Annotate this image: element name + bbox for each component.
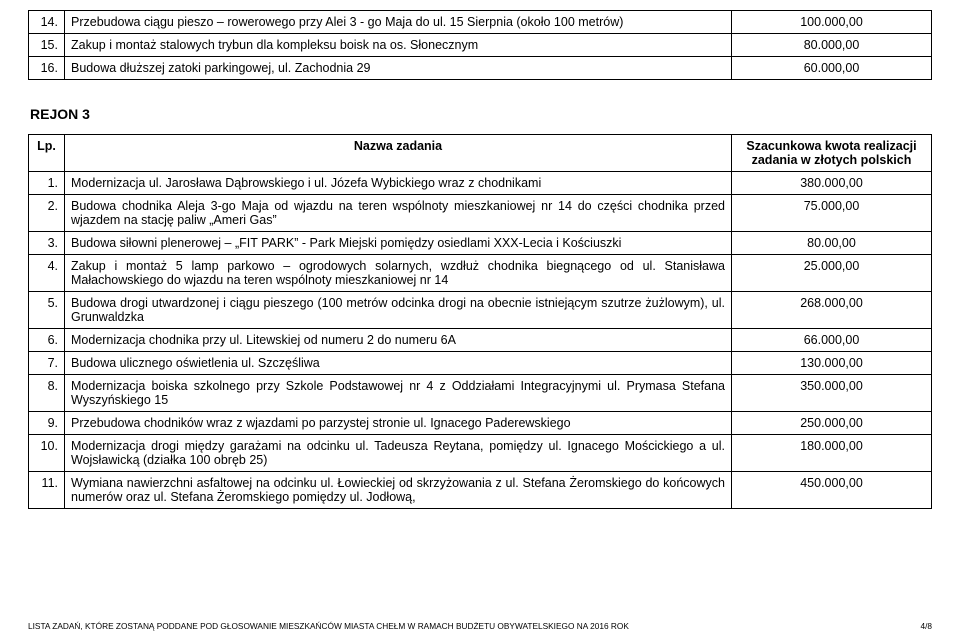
cell-value: 250.000,00: [732, 412, 932, 435]
page-footer: LISTA ZADAŃ, KTÓRE ZOSTANĄ PODDANE POD G…: [28, 621, 932, 631]
table-row: 4.Zakup i montaż 5 lamp parkowo – ogrodo…: [29, 255, 932, 292]
cell-lp: 6.: [29, 329, 65, 352]
cell-lp: 16.: [29, 57, 65, 80]
section-heading: REJON 3: [30, 106, 932, 122]
cell-value: 380.000,00: [732, 172, 932, 195]
cell-lp: 2.: [29, 195, 65, 232]
cell-lp: 3.: [29, 232, 65, 255]
cell-value: 66.000,00: [732, 329, 932, 352]
cell-lp: 7.: [29, 352, 65, 375]
cell-value: 60.000,00: [732, 57, 932, 80]
table-row: 6.Modernizacja chodnika przy ul. Litewsk…: [29, 329, 932, 352]
cell-value: 350.000,00: [732, 375, 932, 412]
cell-name: Modernizacja drogi między garażami na od…: [65, 435, 732, 472]
cell-lp: 8.: [29, 375, 65, 412]
cell-name: Budowa siłowni plenerowej – „FIT PARK” -…: [65, 232, 732, 255]
cell-lp: 11.: [29, 472, 65, 509]
cell-value: 130.000,00: [732, 352, 932, 375]
cell-lp: 5.: [29, 292, 65, 329]
cell-name: Budowa ulicznego oświetlenia ul. Szczęśl…: [65, 352, 732, 375]
region3-table: Lp. Nazwa zadania Szacunkowa kwota reali…: [28, 134, 932, 509]
table-row: 9.Przebudowa chodników wraz z wjazdami p…: [29, 412, 932, 435]
footer-page: 4/8: [920, 621, 932, 631]
table-row: 16.Budowa dłuższej zatoki parkingowej, u…: [29, 57, 932, 80]
cell-lp: 9.: [29, 412, 65, 435]
cell-name: Przebudowa chodników wraz z wjazdami po …: [65, 412, 732, 435]
cell-name: Zakup i montaż 5 lamp parkowo – ogrodowy…: [65, 255, 732, 292]
cell-name: Przebudowa ciągu pieszo – rowerowego prz…: [65, 11, 732, 34]
top-continuation-table: 14.Przebudowa ciągu pieszo – rowerowego …: [28, 10, 932, 80]
cell-value: 25.000,00: [732, 255, 932, 292]
cell-value: 100.000,00: [732, 11, 932, 34]
table-row: 7.Budowa ulicznego oświetlenia ul. Szczę…: [29, 352, 932, 375]
cell-name: Budowa chodnika Aleja 3-go Maja od wjazd…: [65, 195, 732, 232]
table-header-row: Lp. Nazwa zadania Szacunkowa kwota reali…: [29, 135, 932, 172]
cell-lp: 10.: [29, 435, 65, 472]
cell-lp: 1.: [29, 172, 65, 195]
table-row: 15.Zakup i montaż stalowych trybun dla k…: [29, 34, 932, 57]
col-value: Szacunkowa kwota realizacji zadania w zł…: [732, 135, 932, 172]
cell-value: 180.000,00: [732, 435, 932, 472]
cell-name: Wymiana nawierzchni asfaltowej na odcink…: [65, 472, 732, 509]
table-row: 1.Modernizacja ul. Jarosława Dąbrowskieg…: [29, 172, 932, 195]
cell-name: Budowa dłuższej zatoki parkingowej, ul. …: [65, 57, 732, 80]
cell-value: 75.000,00: [732, 195, 932, 232]
cell-name: Modernizacja chodnika przy ul. Litewskie…: [65, 329, 732, 352]
cell-name: Budowa drogi utwardzonej i ciągu pieszeg…: [65, 292, 732, 329]
table-row: 8.Modernizacja boiska szkolnego przy Szk…: [29, 375, 932, 412]
cell-lp: 15.: [29, 34, 65, 57]
table-row: 3.Budowa siłowni plenerowej – „FIT PARK”…: [29, 232, 932, 255]
cell-value: 80.000,00: [732, 34, 932, 57]
col-lp: Lp.: [29, 135, 65, 172]
table-row: 14.Przebudowa ciągu pieszo – rowerowego …: [29, 11, 932, 34]
cell-value: 80.00,00: [732, 232, 932, 255]
cell-lp: 4.: [29, 255, 65, 292]
cell-lp: 14.: [29, 11, 65, 34]
cell-name: Modernizacja ul. Jarosława Dąbrowskiego …: [65, 172, 732, 195]
cell-name: Zakup i montaż stalowych trybun dla komp…: [65, 34, 732, 57]
footer-text: LISTA ZADAŃ, KTÓRE ZOSTANĄ PODDANE POD G…: [28, 621, 629, 631]
table-row: 11.Wymiana nawierzchni asfaltowej na odc…: [29, 472, 932, 509]
table-row: 10.Modernizacja drogi między garażami na…: [29, 435, 932, 472]
cell-value: 450.000,00: [732, 472, 932, 509]
table-row: 2.Budowa chodnika Aleja 3-go Maja od wja…: [29, 195, 932, 232]
col-name: Nazwa zadania: [65, 135, 732, 172]
cell-name: Modernizacja boiska szkolnego przy Szkol…: [65, 375, 732, 412]
cell-value: 268.000,00: [732, 292, 932, 329]
table-row: 5.Budowa drogi utwardzonej i ciągu piesz…: [29, 292, 932, 329]
